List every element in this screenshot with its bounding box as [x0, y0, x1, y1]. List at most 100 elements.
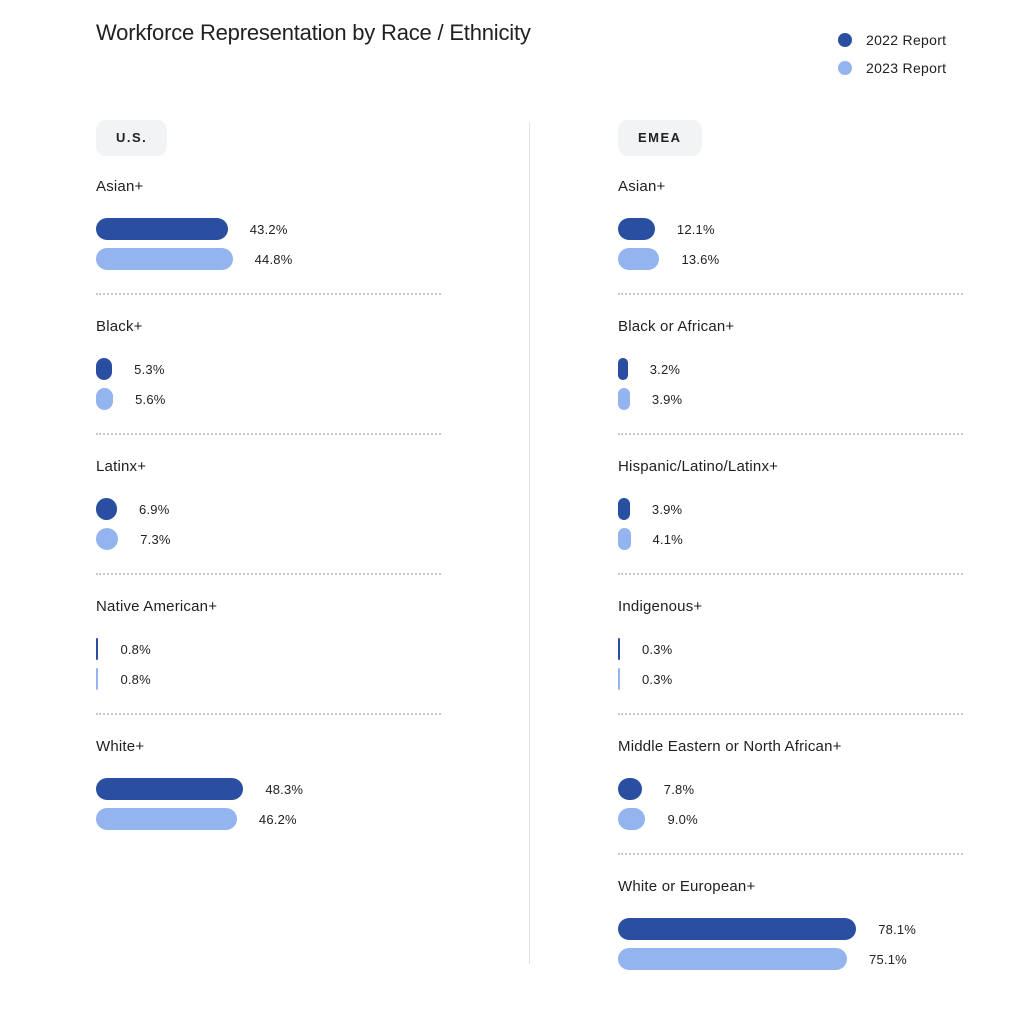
- bar-group-emea-middle-eastern-or-north-african: Middle Eastern or North African+ 7.8% 9.0%: [618, 738, 963, 878]
- bar-row-2023: 46.2%: [96, 808, 297, 830]
- data-label: 44.8%: [254, 251, 293, 267]
- category-label: Middle Eastern or North African+: [618, 738, 842, 755]
- data-label: 7.8%: [663, 781, 695, 797]
- data-label: 3.2%: [649, 361, 681, 377]
- bar-row-2022: 12.1%: [618, 218, 715, 240]
- data-label: 5.3%: [134, 361, 165, 377]
- data-label: 78.1%: [878, 921, 917, 937]
- category-label: White or European+: [618, 878, 756, 895]
- bar-2022-indigenous: [618, 638, 620, 660]
- bar-group-u-s-native-american: Native American+ 0.8% 0.8%: [96, 598, 441, 738]
- category-label: Asian+: [618, 178, 666, 195]
- category-label: Asian+: [96, 178, 144, 195]
- bar-row-2022: 5.3%: [96, 358, 165, 380]
- bar-2023-middle-eastern-or-north-african: [618, 808, 646, 830]
- group-divider: [96, 433, 441, 435]
- legend-item-2022: 2022 Report: [838, 26, 946, 54]
- data-label: 46.2%: [258, 811, 297, 827]
- legend-swatch-2023: [838, 61, 852, 75]
- bar-2023-indigenous: [618, 668, 620, 690]
- bar-2022-black: [96, 358, 113, 380]
- bar-2022-latinx: [96, 498, 118, 520]
- data-label: 75.1%: [869, 951, 907, 967]
- region-emea: EMEA Asian+ 12.1% 13.6% Black or African+ 3.…: [618, 120, 963, 970]
- data-label: 13.6%: [681, 251, 720, 267]
- category-label: Hispanic/Latino/Latinx+: [618, 458, 779, 475]
- chart-title: Workforce Representation by Race / Ethni…: [96, 20, 531, 45]
- bar-row-2023: 7.3%: [96, 528, 171, 550]
- data-label: 0.3%: [642, 671, 673, 687]
- data-label: 3.9%: [651, 501, 683, 517]
- bar-row-2022: 6.9%: [96, 498, 169, 520]
- bar-2023-white-or-european: [618, 948, 848, 970]
- legend-label-2023: 2023 Report: [866, 60, 947, 76]
- bar-group-u-s-latinx: Latinx+ 6.9% 7.3%: [96, 458, 441, 598]
- data-label: 0.8%: [120, 671, 151, 687]
- bar-group-emea-asian: Asian+ 12.1% 13.6%: [618, 178, 963, 318]
- bar-2022-middle-eastern-or-north-african: [618, 778, 642, 800]
- bar-2023-asian: [618, 248, 660, 270]
- group-divider: [618, 713, 963, 715]
- group-divider: [618, 433, 963, 435]
- bar-2022-native-american: [96, 638, 99, 660]
- column-divider: [529, 122, 530, 964]
- bar-group-u-s-white: White+ 48.3% 46.2%: [96, 738, 441, 878]
- group-divider: [618, 573, 963, 575]
- bar-2022-asian: [96, 218, 228, 240]
- group-divider: [96, 293, 441, 295]
- bar-row-2023: 4.1%: [618, 528, 683, 550]
- data-label: 5.6%: [135, 391, 166, 407]
- data-label: 9.0%: [667, 811, 698, 827]
- bar-group-emea-hispanic-latino-latinx: Hispanic/Latino/Latinx+ 3.9% 4.1%: [618, 458, 963, 598]
- data-label: 0.3%: [642, 641, 673, 657]
- bar-2023-hispanic-latino-latinx: [618, 528, 631, 550]
- bar-2023-latinx: [96, 528, 119, 550]
- bar-group-emea-indigenous: Indigenous+ 0.3% 0.3%: [618, 598, 963, 738]
- bar-row-2022: 3.2%: [618, 358, 680, 380]
- bar-2023-asian: [96, 248, 233, 270]
- category-label: White+: [96, 738, 145, 755]
- bar-row-2023: 13.6%: [618, 248, 719, 270]
- bar-row-2022: 3.9%: [618, 498, 682, 520]
- region-chip-us: U.S.: [96, 120, 168, 156]
- legend-swatch-2022: [838, 33, 852, 47]
- bar-row-2023: 3.9%: [618, 388, 682, 410]
- data-label: 12.1%: [676, 221, 715, 237]
- group-divider: [618, 853, 963, 855]
- bar-row-2022: 0.8%: [96, 638, 151, 660]
- category-label: Black+: [96, 318, 143, 335]
- bar-2022-white: [96, 778, 244, 800]
- bar-group-u-s-black: Black+ 5.3% 5.6%: [96, 318, 441, 458]
- bar-row-2023: 75.1%: [618, 948, 907, 970]
- data-label: 6.9%: [139, 501, 170, 517]
- bar-2022-hispanic-latino-latinx: [618, 498, 630, 520]
- bar-row-2023: 44.8%: [96, 248, 293, 270]
- category-label: Latinx+: [96, 458, 147, 475]
- bar-group-u-s-asian: Asian+ 43.2% 44.8%: [96, 178, 441, 318]
- region-chip-emea: EMEA: [618, 120, 702, 156]
- category-label: Native American+: [96, 598, 218, 615]
- legend: 2022 Report 2023 Report: [838, 26, 946, 82]
- bar-2022-white-or-european: [618, 918, 857, 940]
- bar-2023-native-american: [96, 668, 99, 690]
- bar-2022-black-or-african: [618, 358, 628, 380]
- data-label: 3.9%: [651, 391, 683, 407]
- data-label: 4.1%: [652, 531, 683, 547]
- category-label: Indigenous+: [618, 598, 703, 615]
- region-us: U.S. Asian+ 43.2% 44.8% Black+ 5.3% 5.6% Latin…: [96, 120, 441, 830]
- bar-2022-asian: [618, 218, 655, 240]
- data-label: 7.3%: [140, 531, 171, 547]
- bar-row-2022: 0.3%: [618, 638, 672, 660]
- bar-group-emea-black-or-african: Black or African+ 3.2% 3.9%: [618, 318, 963, 458]
- bar-row-2022: 48.3%: [96, 778, 303, 800]
- bar-2023-black: [96, 388, 114, 410]
- data-label: 0.8%: [120, 641, 151, 657]
- data-label: 43.2%: [249, 221, 288, 237]
- bar-row-2023: 0.3%: [618, 668, 672, 690]
- category-label: Black or African+: [618, 318, 735, 335]
- legend-label-2022: 2022 Report: [866, 32, 947, 48]
- bar-2023-white: [96, 808, 237, 830]
- bar-row-2023: 5.6%: [96, 388, 166, 410]
- group-divider: [96, 573, 441, 575]
- bar-row-2022: 78.1%: [618, 918, 916, 940]
